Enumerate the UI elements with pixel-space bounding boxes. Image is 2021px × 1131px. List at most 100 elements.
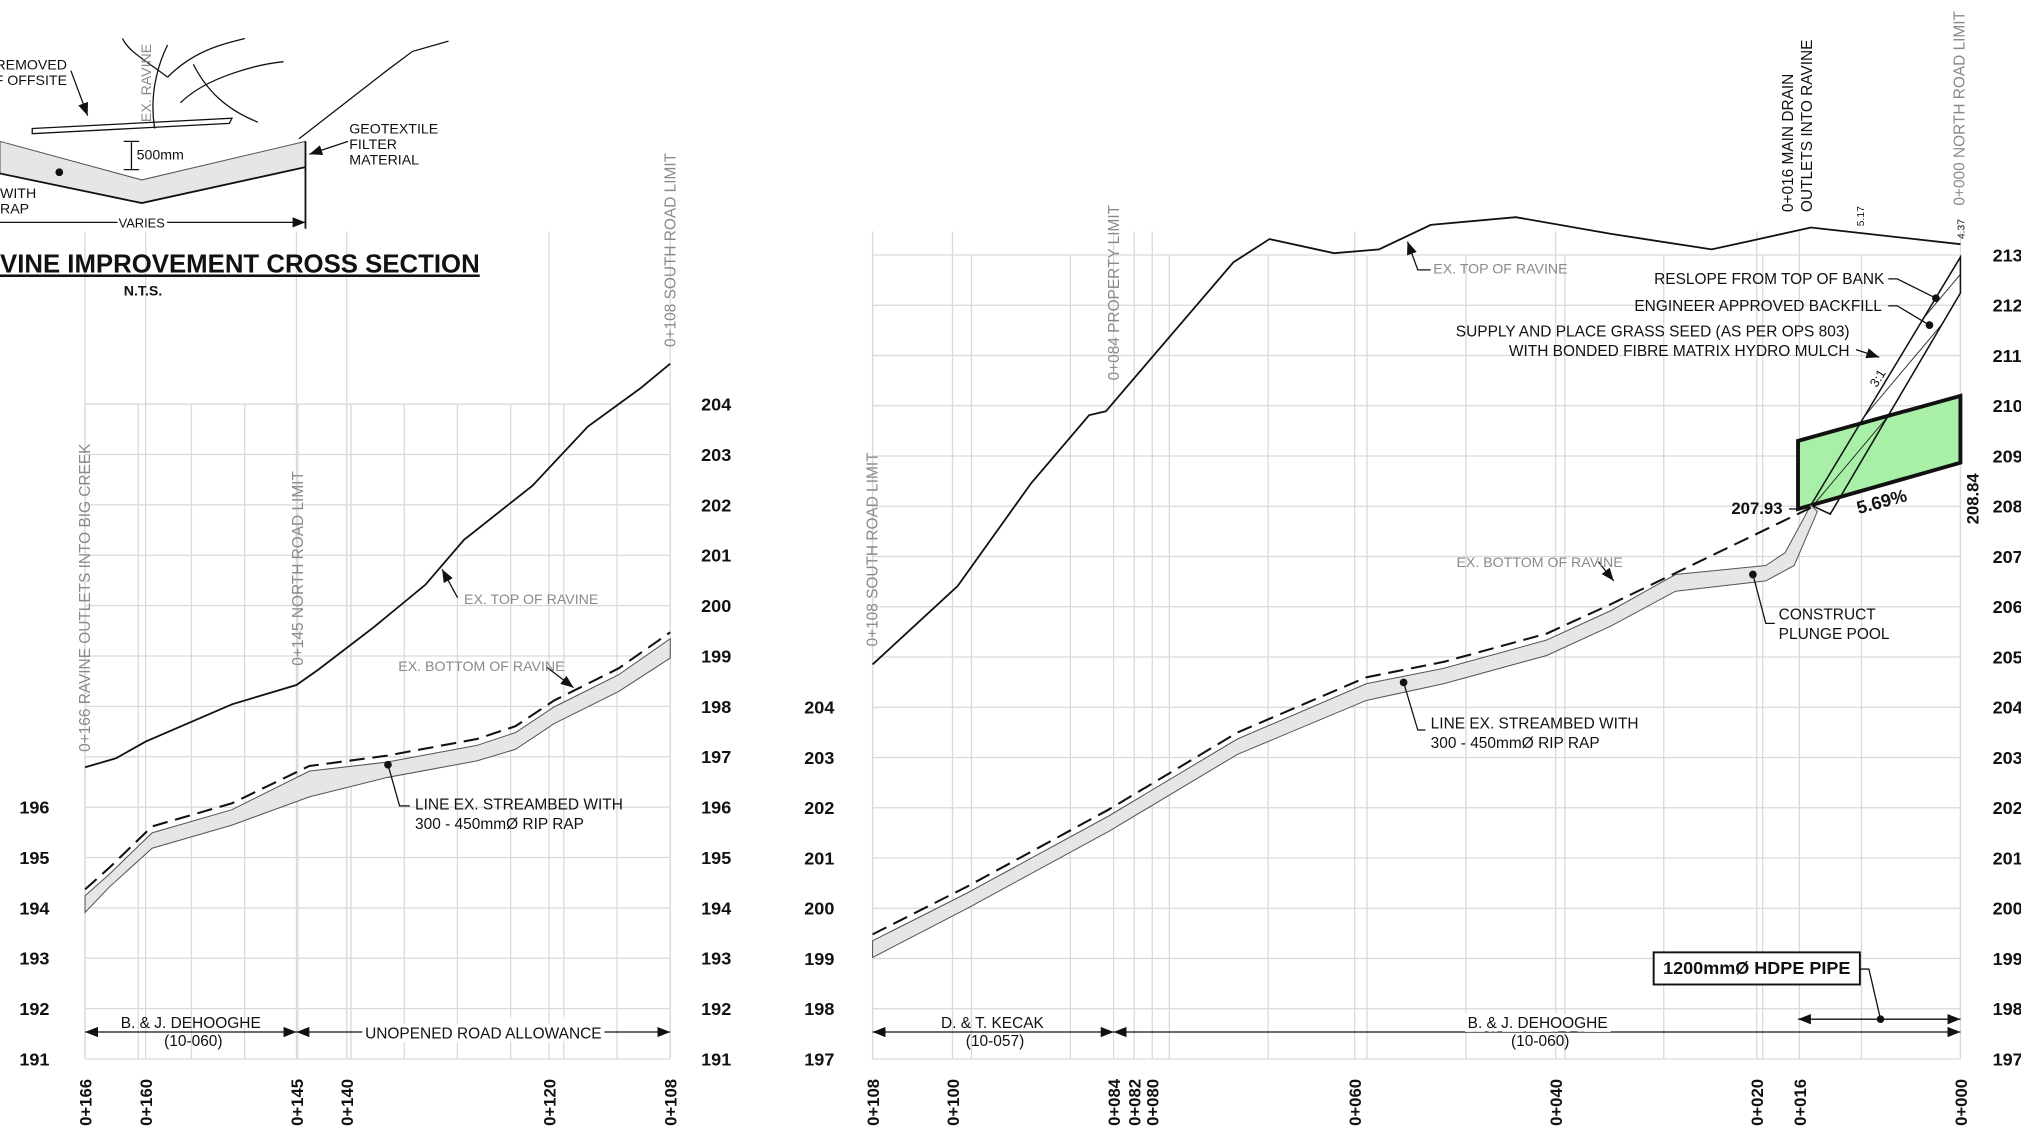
detail-note: OF OFFSITE: [0, 72, 67, 88]
elevation-label: 199: [804, 949, 834, 969]
elevation-label: 194: [19, 898, 49, 918]
elevation-label: 203: [1993, 748, 2021, 768]
elevation-label: 191: [19, 1049, 49, 1069]
detail-note: WITH: [0, 185, 36, 201]
station-label: 0+020: [1748, 1079, 1767, 1126]
detail-note: RAP: [0, 200, 29, 216]
elevation-label: 212: [1993, 296, 2021, 316]
station-label: 0+108: [864, 1079, 883, 1126]
elevation-label: 201: [804, 848, 834, 868]
station-note: 0+108 SOUTH ROAD LIMIT: [662, 152, 679, 347]
annotation: LINE EX. STREAMBED WITH: [415, 797, 623, 814]
right-profile: RESLOPE FROM TOP OF BANK ENGINEER APPROV…: [865, 10, 1983, 1050]
annotation: EX. TOP OF RAVINE: [1433, 261, 1567, 277]
station-note: 0+166 RAVINE OUTLETS INTO BIG CREEK: [77, 443, 94, 752]
station-label: 0+145: [288, 1079, 307, 1126]
elevation-label: 200: [701, 596, 731, 616]
elevation-label: 199: [701, 646, 731, 666]
elevation-label: 197: [701, 747, 731, 767]
annotation: EX. BOTTOM OF RAVINE: [1456, 554, 1622, 570]
elevation-label: 192: [701, 999, 731, 1019]
station-label: 0+140: [338, 1079, 357, 1126]
owner: B. & J. DEHOOGHE: [121, 1015, 261, 1032]
detail-scale: N.T.S.: [124, 283, 163, 299]
elevation-label: 210: [1993, 396, 2021, 416]
detail-note: MATERIAL: [349, 152, 419, 168]
station-label: 0+084: [1105, 1078, 1124, 1126]
elevation-label: 211: [1993, 346, 2021, 366]
annotation: EX. BOTTOM OF RAVINE: [398, 658, 564, 674]
elevation-label: 195: [701, 848, 731, 868]
elevation-label: 203: [804, 748, 834, 768]
note: RESLOPE FROM TOP OF BANK: [1654, 271, 1885, 288]
owner-roll: (10-060): [1511, 1033, 1569, 1050]
station-note: OUTLETS INTO RAVINE: [1799, 40, 1816, 212]
station-note: 0+108 SOUTH ROAD LIMIT: [865, 452, 882, 647]
elevation-label: 198: [1993, 999, 2021, 1019]
elevation-label: 197: [1993, 1049, 2021, 1069]
owner: D. & T. KECAK: [941, 1015, 1045, 1032]
offset: 5.17: [1856, 206, 1867, 226]
elevation-label: 200: [804, 899, 834, 919]
elevation-label: 206: [1993, 597, 2021, 617]
station-note: 0+000 NORTH ROAD LIMIT: [1951, 10, 1968, 205]
elevation-label: 197: [804, 1049, 834, 1069]
detail-note: GEOTEXTILE: [349, 121, 438, 137]
invert: 208.84: [1963, 473, 1982, 525]
elevation-label: 194: [701, 898, 731, 918]
annotation: 300 - 450mmØ RIP RAP: [1431, 735, 1600, 752]
detail-title: VINE IMPROVEMENT CROSS SECTION: [0, 250, 480, 278]
elevation-label: 202: [701, 495, 731, 515]
elevation-label: 192: [19, 999, 49, 1019]
detail-depth: 500mm: [137, 146, 184, 162]
axis-labels: 204 203 202 201 200 199 198 197 196 195 194 193 192 1…: [19, 245, 2021, 1125]
detail-note: FILTER: [349, 136, 397, 152]
station-label: 0+040: [1547, 1079, 1566, 1126]
note: WITH BONDED FIBRE MATRIX HYDRO MULCH: [1509, 343, 1850, 360]
elevation-label: 201: [1993, 848, 2021, 868]
invert: 207.93: [1731, 499, 1782, 518]
offset: 4.37: [1956, 219, 1967, 239]
elevation-label: 204: [701, 395, 731, 415]
station-label: 0+100: [944, 1079, 963, 1126]
annotation: PLUNGE POOL: [1779, 626, 1890, 643]
elevation-label: 198: [804, 999, 834, 1019]
station-label: 0+060: [1346, 1079, 1365, 1126]
station-label: 0+000: [1952, 1079, 1971, 1126]
elevation-label: 196: [701, 798, 731, 818]
station-label: 0+120: [540, 1079, 559, 1126]
elevation-label: 195: [19, 848, 49, 868]
owner-roll: (10-060): [164, 1033, 222, 1050]
elevation-label: 198: [701, 697, 731, 717]
detail-label: EX. RAVINE: [138, 44, 154, 122]
elevation-label: 203: [701, 445, 731, 465]
station-label: 0+160: [137, 1079, 156, 1126]
elevation-label: 202: [804, 798, 834, 818]
station-note: 0+016 MAIN DRAIN: [1780, 74, 1797, 212]
elevation-label: 204: [1993, 698, 2021, 718]
elevation-label: 200: [1993, 899, 2021, 919]
allowance: UNOPENED ROAD ALLOWANCE: [365, 1025, 602, 1042]
owner: B. & J. DEHOOGHE: [1468, 1015, 1608, 1032]
elevation-label: 204: [804, 698, 834, 718]
elevation-label: 191: [701, 1049, 731, 1069]
elevation-label: 196: [19, 798, 49, 818]
annotation: 300 - 450mmØ RIP RAP: [415, 816, 584, 833]
annotation: EX. TOP OF RAVINE: [464, 591, 598, 607]
owner-roll: (10-057): [966, 1033, 1024, 1050]
cross-section-detail: E REMOVED OF OFFSITE EX. RAVINE 500mm GE…: [0, 37, 480, 299]
elevation-label: 201: [701, 546, 731, 566]
station-note: 0+084 PROPERTY LIMIT: [1106, 204, 1123, 380]
elevation-label: 209: [1993, 446, 2021, 466]
detail-note: E REMOVED: [0, 56, 67, 72]
elevation-label: 213: [1993, 245, 2021, 265]
detail-width: VARIES: [119, 216, 165, 231]
note: SUPPLY AND PLACE GRASS SEED (AS PER OPS …: [1456, 324, 1850, 341]
elevation-label: 207: [1993, 547, 2021, 567]
station-label: 0+082: [1126, 1079, 1145, 1126]
annotation: CONSTRUCT: [1779, 606, 1877, 623]
note: ENGINEER APPROVED BACKFILL: [1634, 298, 1882, 315]
left-profile: EX. TOP OF RAVINE EX. BOTTOM OF RAVINE L…: [77, 152, 679, 1050]
